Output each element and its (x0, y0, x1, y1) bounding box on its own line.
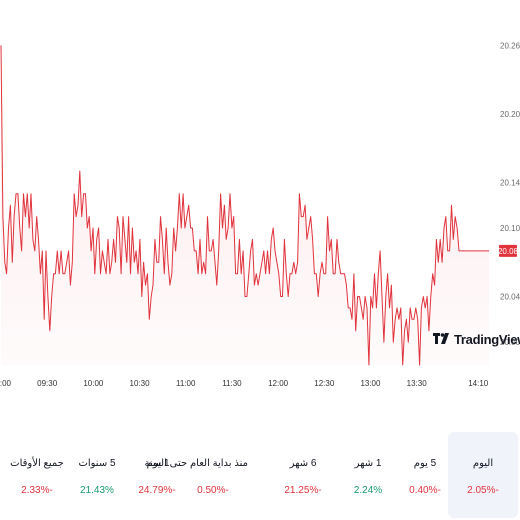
period-value: 24.79%- (138, 485, 176, 496)
price-chart[interactable]: 20.26 20.20 20.14 20.10 20.04 20.00 09:00 09:30… (0, 0, 520, 400)
period-value: 0.50%- (197, 485, 229, 496)
price-line (0, 45, 489, 366)
period-label: جميع الأوقات (10, 458, 64, 469)
period-item-1-month[interactable]: 1 شهر 2.24% (333, 432, 403, 518)
last-value-label: 20.08 (498, 247, 519, 256)
y-axis-tick-label: 20.10 (500, 224, 520, 233)
x-axis-tick-label: 10:00 (83, 379, 104, 388)
tradingview-watermark[interactable]: TradingView (433, 332, 520, 347)
period-label: 6 شهر (289, 458, 317, 469)
y-axis-tick-label: 20.04 (500, 293, 520, 302)
x-axis-tick-label: 11:00 (176, 379, 196, 388)
period-value: 2.05%- (467, 485, 499, 496)
period-item-1-year[interactable]: 1 سنة 24.79%- (122, 432, 192, 518)
period-label: 1 سنة (144, 458, 170, 469)
price-chart-svg[interactable]: 20.26 20.20 20.14 20.10 20.04 20.00 09:00 09:30… (0, 0, 520, 400)
tradingview-logo-icon (433, 332, 449, 344)
x-axis-tick-label: 11:30 (222, 379, 242, 388)
y-axis-tick-label: 20.00 (500, 338, 520, 347)
period-performance-bar: اليوم 2.05%- 5 يوم 0.40%- 1 شهر 2.24% 6 … (0, 430, 520, 520)
watermark-text: TradingView (454, 332, 520, 347)
period-value: 21.25%- (284, 485, 322, 496)
period-item-all-time[interactable]: جميع الأوقات 2.33%- (2, 432, 72, 518)
x-axis-tick-label: 09:30 (37, 379, 58, 388)
x-axis-tick-label: 13:30 (407, 379, 428, 388)
period-item-5-years[interactable]: 5 سنوات 21.43% (62, 432, 132, 518)
period-item-6-months[interactable]: 6 شهر 21.25%- (268, 432, 338, 518)
period-value: 21.43% (80, 485, 114, 496)
y-axis-tick-label: 20.20 (500, 110, 520, 119)
y-axis-tick-label: 20.14 (500, 178, 520, 187)
period-item-today[interactable]: اليوم 2.05%- (448, 432, 518, 518)
period-label: اليوم (472, 458, 494, 469)
x-axis-tick-label: 12:00 (268, 379, 289, 388)
x-axis-tick-label: 12:30 (314, 379, 335, 388)
period-value: 2.33%- (21, 485, 53, 496)
x-axis-tick-label: 14:10 (468, 379, 489, 388)
last-value-marker (499, 244, 517, 257)
period-value: 0.40%- (409, 485, 441, 496)
period-label: 5 سنوات (78, 458, 116, 469)
period-label: 5 يوم (413, 458, 437, 469)
period-label: منذ بداية العام حتى اليوم (146, 458, 248, 469)
period-item-ytd[interactable]: منذ بداية العام حتى اليوم 0.50%- (146, 432, 248, 518)
period-item-5-days[interactable]: 5 يوم 0.40%- (390, 432, 460, 518)
price-area-fill (1, 45, 489, 366)
period-value: 2.24% (353, 485, 383, 496)
x-axis-tick-label: 10:30 (130, 379, 151, 388)
y-axis-tick-label: 20.26 (500, 41, 520, 50)
x-axis-tick-label: 09:00 (0, 379, 12, 388)
period-label: 1 شهر (354, 458, 382, 469)
x-axis-tick-label: 13:00 (360, 379, 381, 388)
